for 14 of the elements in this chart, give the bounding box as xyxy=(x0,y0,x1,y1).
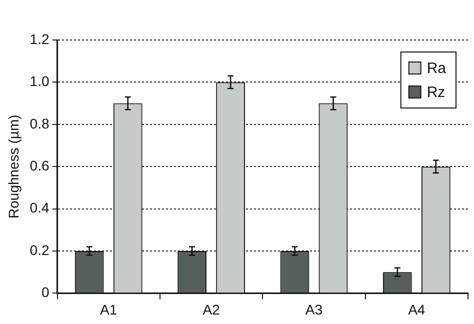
y-tick-label: 0.2 xyxy=(30,242,50,258)
legend-label: Ra xyxy=(426,60,447,78)
x-tick-label: A4 xyxy=(408,301,426,318)
x-tick-label: A2 xyxy=(202,301,220,318)
y-tick-label: 0.4 xyxy=(30,200,50,216)
y-tick-label: 1.0 xyxy=(30,73,50,90)
y-tick-label: 0 xyxy=(41,284,50,300)
x-tick-label: A1 xyxy=(100,301,118,318)
y-tick-label: 0.6 xyxy=(30,157,50,174)
y-axis-title: Roughness (µm) xyxy=(5,114,22,218)
y-tick-label: 0.8 xyxy=(30,115,50,132)
x-tick-label: A3 xyxy=(305,301,323,318)
legend-label: Rz xyxy=(426,84,446,102)
y-tick-label: 1.2 xyxy=(30,30,50,47)
